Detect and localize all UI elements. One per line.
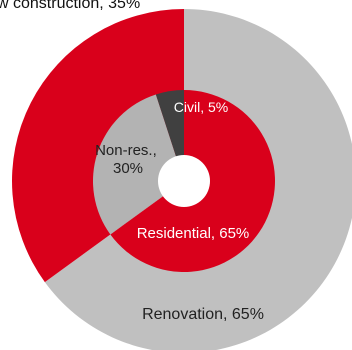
label-residential: Residential, 65% bbox=[137, 225, 250, 242]
label-non-res-line2: 30% bbox=[113, 160, 143, 177]
outer-slice-new-construction bbox=[11, 9, 184, 283]
inner-slice-non-res bbox=[93, 94, 184, 235]
top-cropped-label: w construction, 35% bbox=[0, 0, 140, 12]
label-renovation: Renovation, 65% bbox=[142, 306, 264, 323]
label-civil: Civil, 5% bbox=[174, 99, 228, 115]
label-non-res-line1: Non-res., bbox=[95, 142, 157, 159]
center-hole bbox=[158, 155, 210, 207]
label-non-res: Non-res., 30% bbox=[95, 142, 161, 177]
